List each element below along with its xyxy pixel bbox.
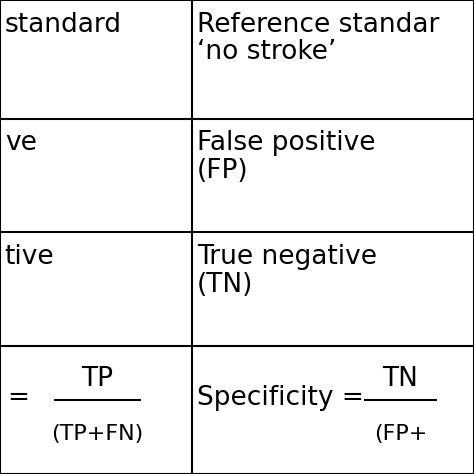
Text: (FP+: (FP+ [374, 424, 427, 444]
Text: (FP): (FP) [197, 158, 248, 184]
Text: tive: tive [5, 244, 55, 270]
Text: TN: TN [383, 366, 419, 392]
Text: ‘no stroke’: ‘no stroke’ [197, 39, 336, 65]
Text: TP: TP [81, 366, 113, 392]
Text: False positive: False positive [197, 130, 375, 156]
Text: Specificity =: Specificity = [197, 385, 364, 411]
Text: ve: ve [5, 130, 36, 156]
Text: standard: standard [5, 12, 122, 38]
Text: True negative: True negative [197, 244, 377, 270]
Text: (TN): (TN) [197, 272, 253, 298]
Text: =: = [7, 385, 29, 411]
Text: (TP+FN): (TP+FN) [51, 424, 143, 444]
Text: Reference standar: Reference standar [197, 12, 439, 38]
